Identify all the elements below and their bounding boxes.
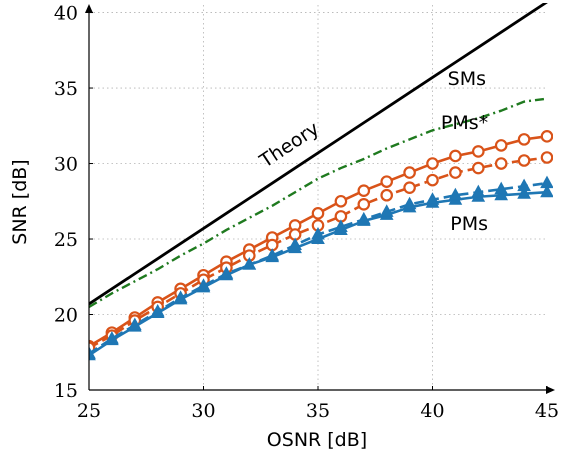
point-pms_star_dashed-20 [540, 151, 553, 164]
point-pms_solid-18 [494, 187, 509, 201]
point-pms_star_dashed-13 [380, 188, 393, 202]
point-pms_dashed-1 [105, 331, 119, 344]
annotation-pms_star: PMs* [441, 112, 488, 134]
point-pms_dashed-5 [196, 278, 211, 291]
point-pms_solid-20 [540, 184, 553, 198]
point-pms_star_dashed-19 [517, 154, 531, 167]
point-pms_dashed-16 [448, 187, 463, 201]
point-pms_dashed-9 [288, 237, 302, 251]
point-pms_star_solid-13 [380, 175, 393, 188]
grid-layer [89, 5, 547, 390]
annotation-theory: Theory [255, 118, 323, 173]
point-pms_star_solid-14 [403, 166, 416, 179]
point-pms_dashed-2 [127, 317, 142, 331]
y-tick-label-3: 30 [54, 154, 78, 176]
point-pms_dashed-12 [356, 211, 371, 225]
annotation-pms: PMs [450, 213, 488, 235]
point-pms_star_solid-19 [517, 133, 531, 146]
point-pms_star_solid-15 [426, 157, 439, 170]
series-line-theory [89, 3, 548, 306]
point-pms_star_solid-11 [334, 194, 348, 208]
point-pms_dashed-13 [379, 204, 394, 217]
point-pms_star_solid-20 [540, 130, 553, 143]
point-pms_star_dashed-15 [426, 173, 439, 187]
x-tick-label-4: 45 [535, 400, 559, 422]
point-pms_star_solid-18 [494, 139, 508, 152]
point-pms_dashed-15 [425, 192, 440, 205]
point-pms_dashed-20 [540, 175, 553, 189]
point-pms_dashed-6 [219, 266, 234, 279]
point-pms_dashed-0 [89, 346, 96, 359]
tick-labels: 25 30 35 40 45 15 20 25 30 35 40 [54, 3, 559, 422]
y-tick-label-1: 20 [54, 305, 78, 327]
x-tick-label-0: 25 [77, 400, 101, 422]
point-pms_star_dashed-18 [494, 157, 508, 170]
point-pms_star_solid-17 [471, 145, 485, 158]
x-tick-label-1: 30 [191, 400, 215, 422]
point-pms_star_dashed-14 [403, 181, 416, 194]
point-pms_dashed-4 [173, 290, 188, 303]
point-pms_star_solid-12 [357, 184, 371, 198]
point-pms_dashed-17 [471, 184, 486, 198]
y-axis-title: SNR [dB] [9, 159, 31, 244]
y-tick-label-0: 15 [54, 380, 78, 402]
y-tick-label-5: 40 [54, 3, 78, 25]
annotation-sms: SMs [448, 68, 486, 90]
point-pms_dashed-19 [517, 178, 531, 192]
point-pms_star_dashed-16 [449, 166, 462, 179]
axes-layer [85, 4, 555, 394]
point-pms_star_solid-10 [311, 207, 325, 220]
y-axis-arrow [85, 4, 93, 13]
series-line-sms [89, 97, 548, 308]
series-layer [89, 3, 553, 361]
point-pms_solid-19 [517, 186, 531, 199]
point-pms_dashed-11 [334, 219, 348, 232]
y-tick-label-4: 35 [54, 78, 78, 100]
point-pms_star_dashed-12 [357, 197, 371, 211]
point-pms_dashed-18 [494, 181, 509, 195]
point-pms_dashed-7 [242, 257, 257, 270]
point-pms_dashed-14 [402, 196, 417, 210]
x-axis-arrow [546, 386, 555, 394]
point-pms_dashed-8 [265, 248, 280, 261]
y-tick-label-2: 25 [54, 229, 78, 251]
point-pms_dashed-3 [150, 303, 165, 317]
x-axis-title: OSNR [dB] [267, 429, 367, 451]
x-tick-label-3: 40 [420, 400, 444, 422]
point-pms_star_dashed-17 [471, 161, 485, 175]
point-pms_dashed-10 [311, 226, 325, 240]
x-tick-label-2: 35 [306, 400, 330, 422]
point-pms_star_solid-16 [449, 149, 462, 163]
